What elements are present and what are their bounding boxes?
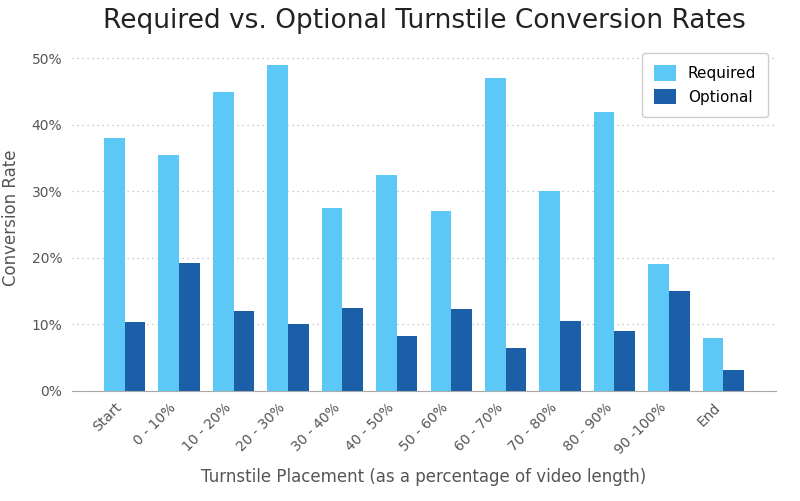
X-axis label: Turnstile Placement (as a percentage of video length): Turnstile Placement (as a percentage of …: [202, 468, 646, 486]
Bar: [702, 338, 723, 391]
Bar: [451, 309, 472, 391]
Bar: [723, 370, 744, 391]
Bar: [539, 191, 560, 391]
Bar: [158, 155, 179, 391]
Bar: [267, 65, 288, 391]
Bar: [104, 138, 125, 391]
Bar: [376, 175, 397, 391]
Bar: [506, 348, 526, 391]
Bar: [322, 208, 342, 391]
Bar: [560, 321, 581, 391]
Bar: [594, 112, 614, 391]
Bar: [125, 322, 146, 391]
Title: Required vs. Optional Turnstile Conversion Rates: Required vs. Optional Turnstile Conversi…: [102, 9, 746, 35]
Bar: [669, 291, 690, 391]
Bar: [342, 308, 363, 391]
Bar: [179, 263, 200, 391]
Bar: [288, 324, 309, 391]
Bar: [485, 78, 506, 391]
Bar: [397, 336, 418, 391]
Y-axis label: Conversion Rate: Conversion Rate: [2, 150, 21, 286]
Bar: [213, 92, 234, 391]
Bar: [234, 311, 254, 391]
Bar: [648, 265, 669, 391]
Bar: [430, 211, 451, 391]
Bar: [614, 331, 635, 391]
Legend: Required, Optional: Required, Optional: [642, 53, 768, 117]
